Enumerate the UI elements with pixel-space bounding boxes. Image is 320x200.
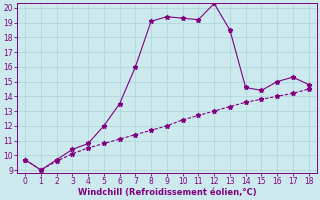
X-axis label: Windchill (Refroidissement éolien,°C): Windchill (Refroidissement éolien,°C) xyxy=(77,188,256,197)
